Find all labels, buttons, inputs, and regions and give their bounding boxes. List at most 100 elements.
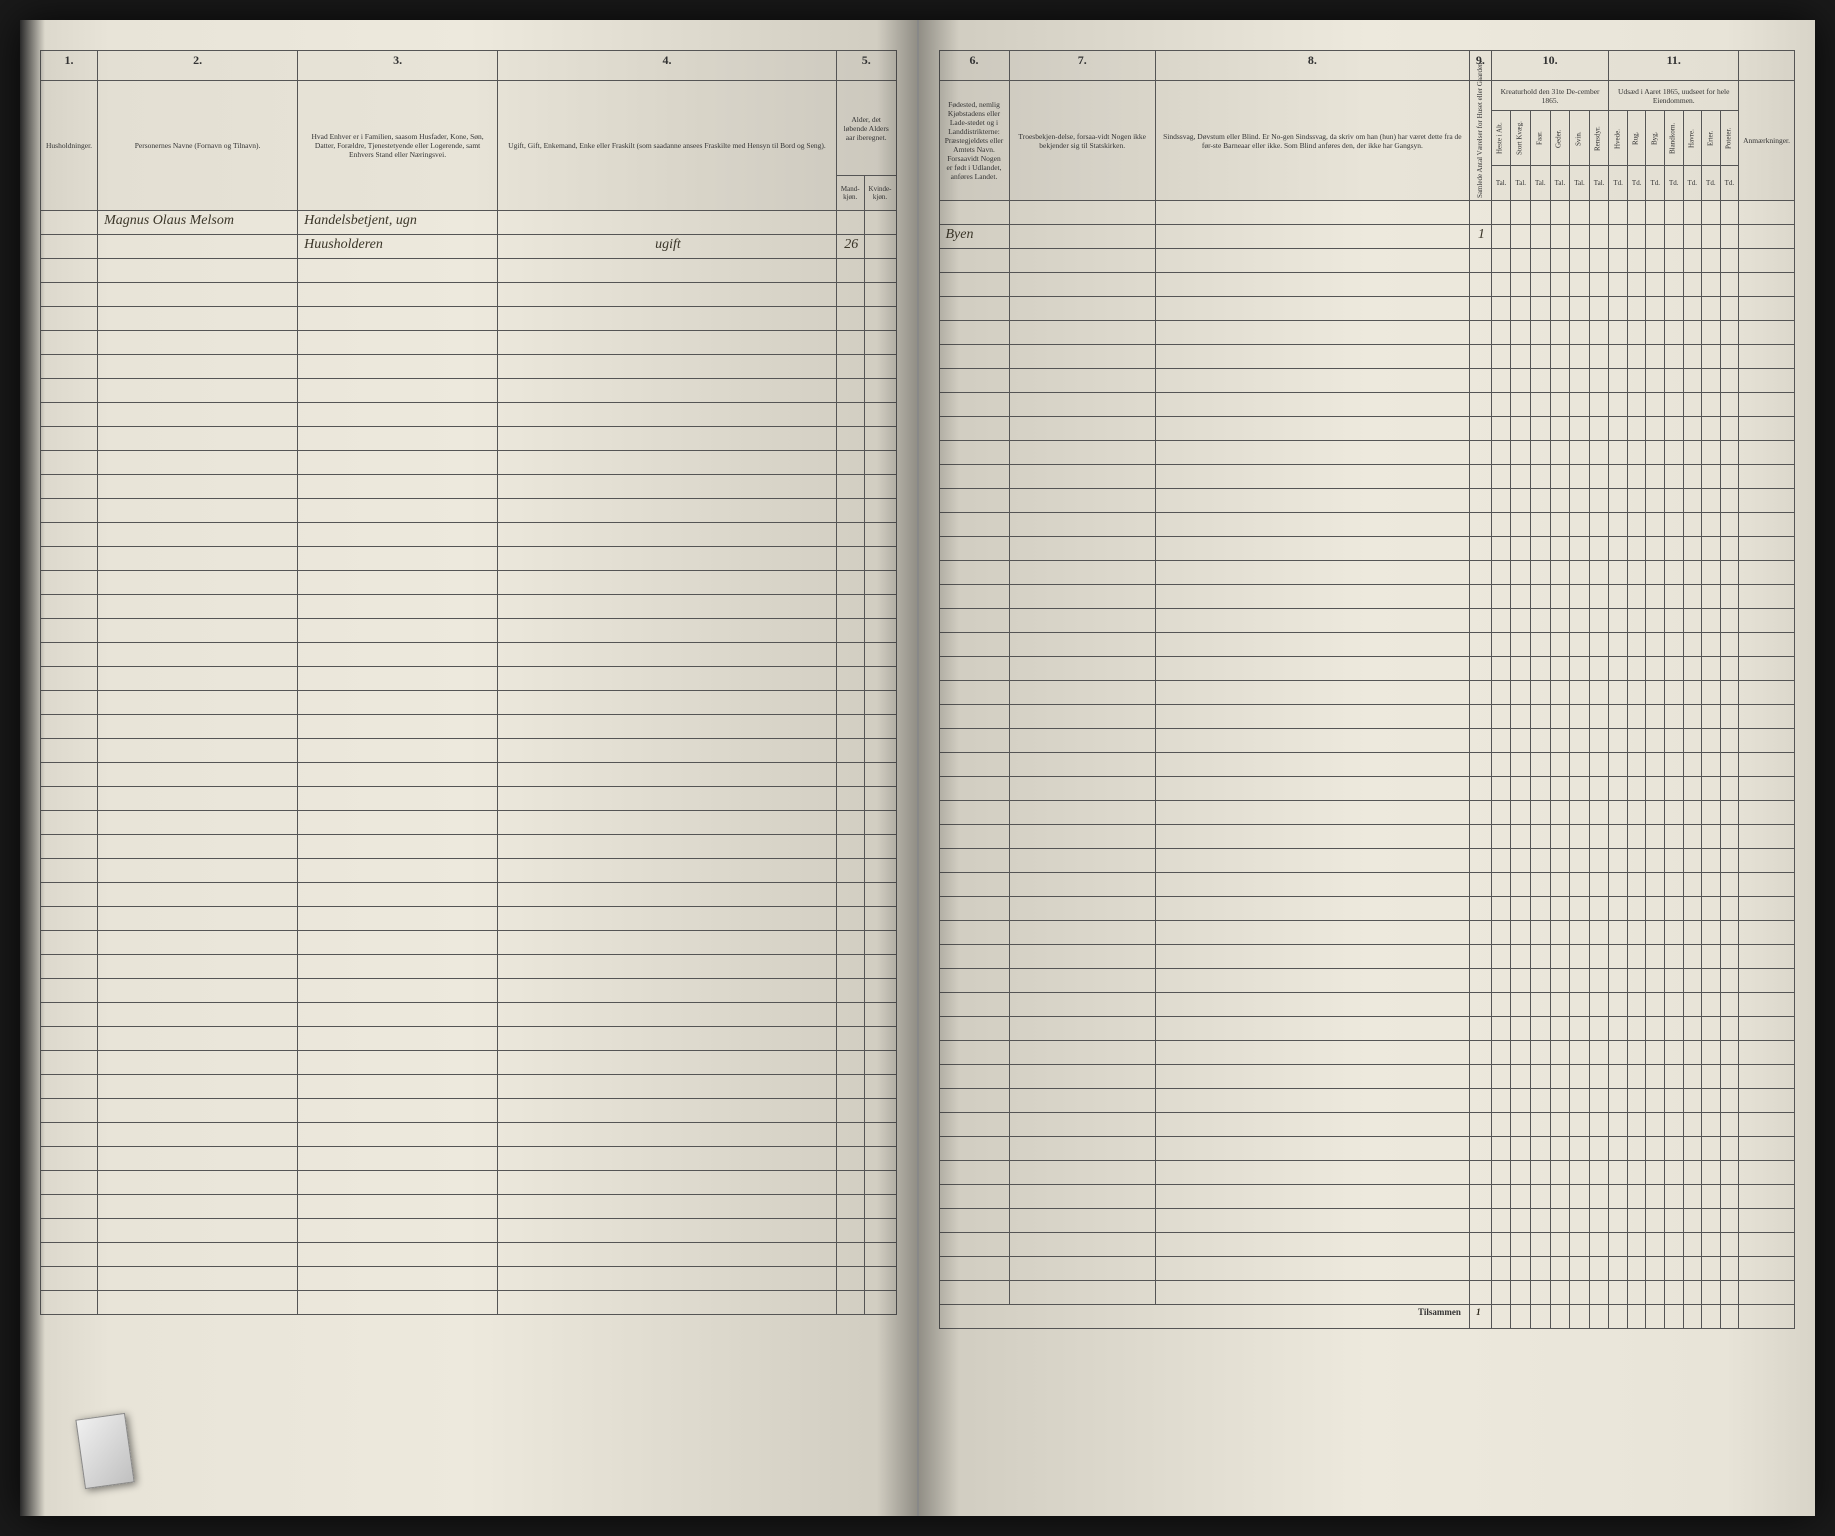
empty-cell [1009,585,1155,609]
cell: ugift [498,235,837,259]
empty-cell [1664,1185,1683,1209]
empty-cell [1469,969,1491,993]
empty-cell [1550,1065,1570,1089]
empty-row [939,1041,1795,1065]
empty-cell [41,835,98,859]
empty-cell [98,1147,298,1171]
empty-cell [1702,249,1721,273]
empty-cell [1570,849,1590,873]
empty-cell [939,993,1009,1017]
empty-cell [1531,1113,1551,1137]
empty-cell [1570,1185,1590,1209]
empty-cell [836,931,864,955]
empty-cell [41,1123,98,1147]
u-11-0: Td. [1609,166,1628,201]
empty-cell [864,931,896,955]
cell [1702,201,1721,225]
empty-cell [1589,441,1609,465]
empty-cell [1683,1065,1702,1089]
empty-cell [1720,561,1739,585]
empty-cell [1683,297,1702,321]
empty-cell [1683,1233,1702,1257]
u-11-5: Td. [1702,166,1721,201]
empty-cell [1589,969,1609,993]
empty-cell [298,547,498,571]
empty-cell [298,523,498,547]
empty-cell [1491,585,1511,609]
empty-cell [1511,921,1531,945]
empty-cell [1683,489,1702,513]
table-row: Huusholderenugift26 [41,235,897,259]
empty-cell [1491,1161,1511,1185]
empty-cell [1720,969,1739,993]
empty-cell [1009,873,1155,897]
empty-cell [1491,681,1511,705]
empty-cell [939,273,1009,297]
empty-cell [298,571,498,595]
empty-cell [1739,873,1795,897]
empty-cell [1683,993,1702,1017]
empty-cell [1646,345,1665,369]
empty-cell [98,1027,298,1051]
empty-cell [1720,1161,1739,1185]
empty-cell [98,955,298,979]
empty-cell [1550,585,1570,609]
empty-cell [98,307,298,331]
empty-cell [1702,585,1721,609]
empty-cell [1009,345,1155,369]
empty-cell [1009,825,1155,849]
empty-cell [1570,1161,1590,1185]
empty-cell [1570,897,1590,921]
empty-cell [836,979,864,1003]
empty-cell [298,787,498,811]
empty-cell [1646,273,1665,297]
empty-cell [1646,1209,1665,1233]
empty-cell [1570,249,1590,273]
empty-cell [1627,321,1646,345]
footer-cell [1664,1305,1683,1329]
empty-cell [939,249,1009,273]
sh-10-3: Geder. [1550,111,1570,166]
right-body: Byen1Tilsammen1 [939,201,1795,1329]
empty-cell [1683,273,1702,297]
empty-cell [1511,1065,1531,1089]
empty-cell [1491,321,1511,345]
empty-cell [1683,921,1702,945]
empty-row [41,259,897,283]
empty-cell [1664,321,1683,345]
empty-cell [1550,441,1570,465]
empty-cell [1469,609,1491,633]
empty-cell [1570,1041,1590,1065]
header-3: Hvad Enhver er i Familien, saasom Husfad… [298,81,498,211]
empty-cell [1702,609,1721,633]
empty-cell [41,1291,98,1315]
empty-cell [298,859,498,883]
empty-cell [864,1027,896,1051]
empty-cell [939,537,1009,561]
empty-cell [836,1123,864,1147]
empty-cell [1739,561,1795,585]
empty-cell [864,1099,896,1123]
empty-cell [836,1147,864,1171]
empty-cell [498,1099,837,1123]
empty-cell [98,283,298,307]
empty-cell [864,643,896,667]
empty-cell [1511,297,1531,321]
empty-row [939,1137,1795,1161]
empty-cell [1491,273,1511,297]
empty-cell [1550,897,1570,921]
empty-cell [1511,729,1531,753]
empty-cell [1720,1137,1739,1161]
empty-cell [98,1171,298,1195]
empty-cell [1646,921,1665,945]
empty-row [939,465,1795,489]
empty-cell [1664,801,1683,825]
footer-cell [1589,1305,1609,1329]
empty-cell [1664,513,1683,537]
empty-cell [1702,825,1721,849]
empty-cell [1155,1233,1469,1257]
empty-cell [1739,969,1795,993]
empty-cell [1609,1065,1628,1089]
empty-cell [1491,1209,1511,1233]
empty-cell [1155,465,1469,489]
